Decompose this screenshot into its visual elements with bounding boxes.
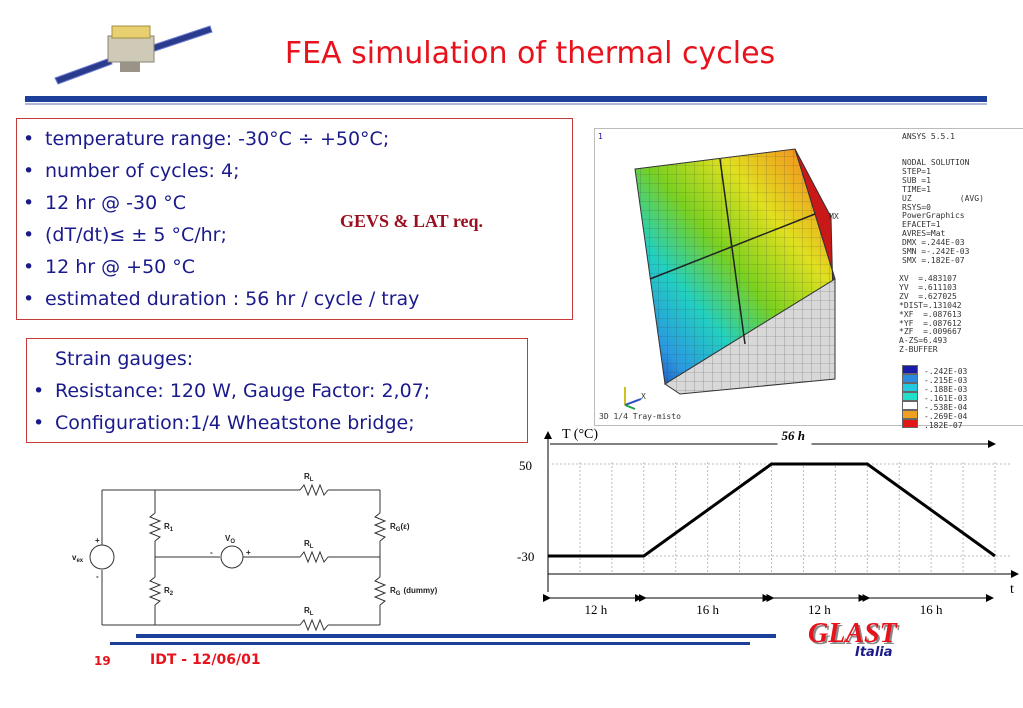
y-tick-label: -30: [517, 549, 534, 564]
axis-triad-icon: [624, 387, 642, 410]
gevs-note: GEVS & LAT req.: [340, 211, 484, 231]
page-title: FEA simulation of thermal cycles: [284, 36, 776, 71]
strain-item: • Resistance: 120 W, Gauge Factor: 2,07;: [33, 380, 431, 402]
ansys-caption: 3D 1/4 Tray-misto: [599, 412, 681, 421]
span-label-bg: [777, 428, 812, 446]
requirement-item: • number of cycles: 4;: [23, 160, 240, 182]
legend-swatch: [902, 410, 918, 419]
footer-text: IDT - 12/06/01: [150, 652, 261, 668]
legend-value: -.161E-03: [924, 394, 968, 403]
footer-rule: [136, 634, 776, 638]
segment-label: 16 h: [696, 602, 719, 617]
legend-value: .182E-07: [924, 421, 963, 430]
rg-label: RG(ε): [390, 522, 410, 533]
ansys-mx-label: MX: [829, 212, 839, 221]
legend-entry: -.242E-03: [902, 359, 967, 378]
satellite-logo: [54, 25, 213, 85]
legend-swatch: [902, 365, 918, 374]
segment-label: 16 h: [920, 602, 943, 617]
strain-heading: Strain gauges:: [55, 348, 194, 370]
legend-value: -.188E-03: [924, 385, 968, 394]
x-axis-label: t: [1010, 582, 1014, 597]
vo-plus: +: [246, 548, 251, 557]
legend-value: -.215E-03: [924, 376, 968, 385]
strain-gauges-box: Strain gauges: • Resistance: 120 W, Gauge…: [26, 338, 528, 443]
fea-tray-plot: [634, 148, 836, 395]
r1-label: R1: [164, 522, 174, 533]
legend-value: -.538E-04: [924, 403, 968, 412]
vex-plus: +: [95, 536, 100, 545]
vex-minus: -: [96, 572, 99, 581]
legend-value: -.242E-03: [924, 367, 968, 376]
title-rule: [25, 96, 987, 102]
title-rule-thin: [25, 103, 987, 105]
thermal-cycle-chart: 56 h 12 h 16 h 12 h 16 h T (°C) t 50 -30: [517, 427, 1019, 617]
rl-bottom-label: RL: [304, 606, 314, 617]
legend-swatch: [902, 419, 918, 428]
duration-span-label: 56 h: [782, 428, 805, 443]
legend-entry: -.161E-03: [902, 386, 967, 405]
y-tick-label: 50: [519, 458, 532, 473]
glast-logo-sub: Italia: [855, 645, 893, 660]
vo-label: VO: [225, 534, 235, 545]
legend-swatch: [902, 374, 918, 383]
requirement-item: • estimated duration : 56 hr / cycle / tr…: [23, 288, 420, 310]
rl-mid-label: RL: [304, 539, 314, 550]
glast-logo: GLAST: [808, 618, 897, 649]
segment-label: 12 h: [585, 602, 608, 617]
strain-gauges-list: Strain gauges: • Resistance: 120 W, Gauge…: [27, 343, 527, 439]
vex-label: vex: [72, 553, 84, 564]
ansys-version: ANSYS 5.5.1: [902, 132, 955, 141]
legend-entry: -.188E-03: [902, 377, 967, 396]
legend-swatch: [902, 383, 918, 392]
legend-entry: -.215E-03: [902, 368, 967, 387]
strain-item: • Configuration:1/4 Wheatstone bridge;: [33, 412, 415, 434]
footer-rule-2: [110, 642, 750, 645]
temperature-profile-line: [548, 462, 996, 558]
ansys-solution-block: NODAL SOLUTION STEP=1 SUB =1 TIME=1 UZ (…: [902, 158, 984, 265]
requirement-item: • 12 hr @ -30 °C: [23, 192, 186, 214]
y-axis-label: T (°C): [562, 427, 598, 442]
requirement-item: • 12 hr @ +50 °C: [23, 256, 196, 278]
vo-minus: -: [210, 548, 213, 557]
ansys-corner-index: 1: [598, 132, 603, 141]
requirement-item: • (dT/dt)≤ ± 5 °C/hr;: [23, 224, 227, 246]
legend-entry: -.269E-04: [902, 404, 967, 423]
segment-label: 12 h: [808, 602, 831, 617]
r2-label: R2: [164, 586, 174, 597]
requirement-item: • temperature range: -30°C ÷ +50°C;: [23, 128, 390, 150]
requirements-list: • temperature range: -30°C ÷ +50°C; • numb…: [17, 123, 572, 315]
ansys-axis-x: X: [641, 392, 646, 401]
rl-top-label: RL: [304, 472, 314, 483]
legend-value: -.269E-04: [924, 412, 968, 421]
rg-dummy-label: RG (dummy): [390, 586, 438, 597]
legend-entry: .182E-07: [902, 413, 963, 432]
ansys-view-block: XV =.483107 YV =.611103 ZV =.627025 *DIS…: [899, 274, 962, 355]
wheatstone-circuit: vex + - VO - + R1 R2 RL RL RL RG(ε) RG (d…: [72, 472, 438, 632]
legend-swatch: [902, 401, 918, 410]
legend-swatch: [902, 392, 918, 401]
legend-entry: -.538E-04: [902, 395, 967, 414]
page-number: 19: [94, 654, 111, 668]
ansys-plot-panel: 1 MX X 3D 1/4 Tray-misto ANSYS 5.5.1 NOD…: [594, 128, 1023, 430]
requirements-box: • temperature range: -30°C ÷ +50°C; • numb…: [16, 118, 573, 320]
